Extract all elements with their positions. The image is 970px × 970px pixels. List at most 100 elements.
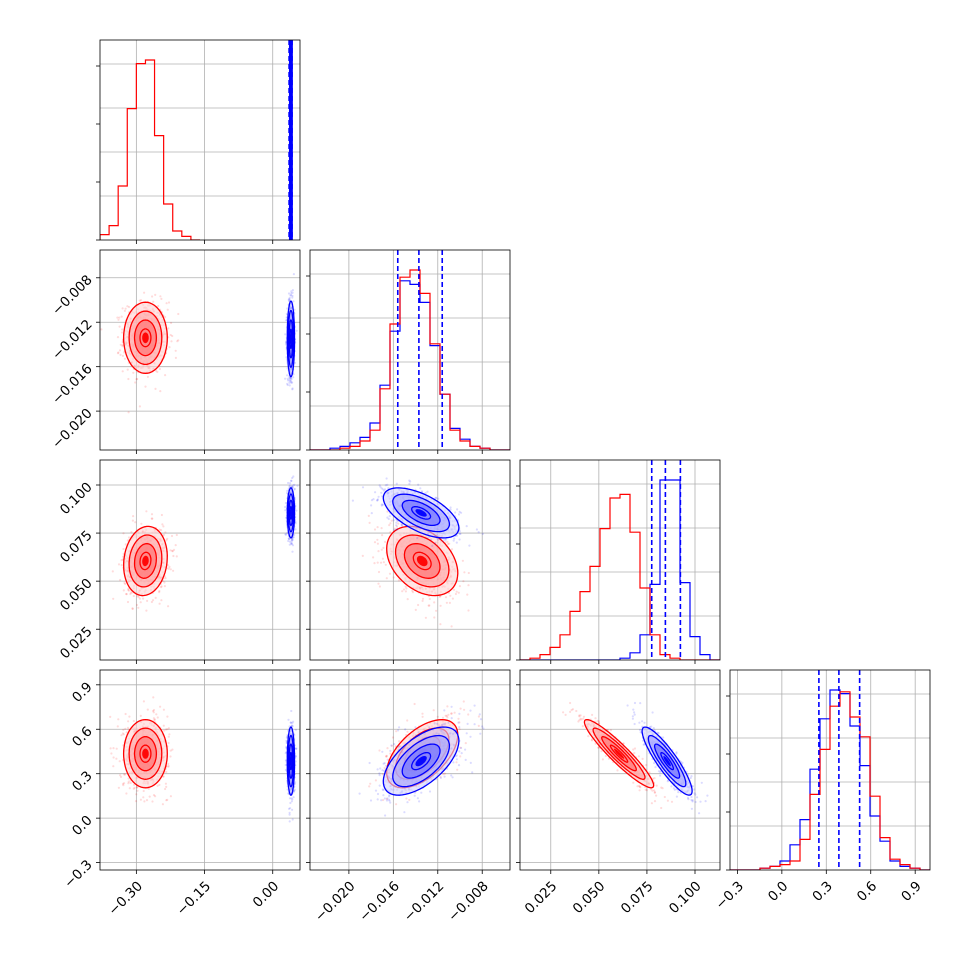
sample-point xyxy=(135,603,139,607)
sample-point xyxy=(151,295,154,298)
sample-point xyxy=(376,498,379,501)
sample-point xyxy=(151,517,154,520)
sample-point xyxy=(155,713,158,716)
density-contour xyxy=(289,328,293,349)
sample-point xyxy=(152,696,155,699)
sample-point xyxy=(123,357,127,360)
sample-point xyxy=(370,504,373,507)
sample-point xyxy=(171,550,174,553)
sample-point xyxy=(139,798,142,801)
sample-point xyxy=(127,720,130,723)
histogram-panel-1 xyxy=(96,39,301,244)
sample-point xyxy=(290,294,293,297)
sample-point xyxy=(161,803,164,806)
sample-point xyxy=(370,499,374,502)
sample-point xyxy=(453,537,456,540)
sample-point xyxy=(112,756,115,759)
sample-point xyxy=(287,297,291,300)
sample-point xyxy=(129,781,132,785)
sample-point xyxy=(127,377,130,381)
sample-point xyxy=(389,522,392,525)
sample-point xyxy=(139,714,142,718)
sample-point xyxy=(290,479,293,482)
sample-point xyxy=(291,289,294,292)
sample-point xyxy=(169,549,172,552)
histogram-panel-3 xyxy=(516,459,721,664)
sample-point xyxy=(461,559,464,562)
sample-point xyxy=(150,517,153,520)
sample-point xyxy=(119,353,122,356)
sample-point xyxy=(419,487,422,490)
sample-point xyxy=(119,578,122,582)
sample-point xyxy=(454,511,457,514)
sample-point xyxy=(160,529,163,532)
sample-point xyxy=(417,483,420,486)
sample-point xyxy=(291,388,294,391)
sample-point xyxy=(450,548,454,551)
sample-point xyxy=(119,343,122,346)
sample-point xyxy=(287,298,290,301)
sample-point xyxy=(169,795,172,798)
sample-point xyxy=(164,787,167,791)
sample-point xyxy=(361,486,365,489)
sample-point xyxy=(380,491,383,494)
sample-point xyxy=(174,349,177,352)
sample-point xyxy=(162,708,165,711)
sample-point xyxy=(127,411,130,414)
sample-point xyxy=(163,585,166,588)
sample-point xyxy=(404,590,407,593)
sample-point xyxy=(382,561,385,564)
sample-point xyxy=(449,594,452,597)
sample-point xyxy=(160,599,163,602)
density-contour xyxy=(128,310,163,366)
sample-point xyxy=(142,789,145,793)
sample-point xyxy=(164,577,167,580)
sample-point xyxy=(401,590,404,593)
sample-point xyxy=(140,522,143,525)
sample-point xyxy=(127,305,131,309)
sample-point xyxy=(158,591,161,594)
sample-point xyxy=(134,381,137,384)
sample-point xyxy=(466,593,469,596)
sample-point xyxy=(450,625,453,628)
sample-point xyxy=(291,296,294,299)
sample-point xyxy=(120,331,124,334)
sample-point xyxy=(392,576,395,579)
sample-point xyxy=(434,496,437,499)
sample-point xyxy=(158,367,161,371)
sample-point xyxy=(421,597,425,600)
sample-point xyxy=(129,592,132,596)
sample-point xyxy=(291,381,294,384)
sample-point xyxy=(373,562,376,565)
sample-point xyxy=(396,527,399,530)
sample-point xyxy=(397,522,400,525)
sample-point xyxy=(290,542,293,545)
sample-point xyxy=(287,292,291,295)
sample-point xyxy=(111,570,114,573)
sample-point xyxy=(377,582,380,585)
sample-point xyxy=(160,297,163,300)
sample-point xyxy=(295,509,298,512)
sample-point xyxy=(150,513,154,516)
sample-point xyxy=(448,542,451,545)
red-histogram xyxy=(310,269,510,450)
sample-point xyxy=(164,374,167,377)
sample-point xyxy=(433,616,436,619)
sample-point xyxy=(158,589,161,593)
sample-point xyxy=(167,327,170,330)
sample-point xyxy=(286,383,289,387)
sample-point xyxy=(142,796,145,799)
sample-point xyxy=(290,292,293,295)
sample-point xyxy=(351,499,354,502)
sample-point xyxy=(376,542,379,545)
sample-point xyxy=(167,762,170,766)
sample-point xyxy=(159,586,163,589)
sample-point xyxy=(284,505,287,509)
sample-point xyxy=(367,514,370,518)
sample-point xyxy=(458,538,461,541)
sample-point xyxy=(166,308,169,311)
sample-point xyxy=(290,381,293,384)
sample-point xyxy=(169,755,172,758)
sample-point xyxy=(121,370,124,373)
sample-point xyxy=(377,570,381,574)
